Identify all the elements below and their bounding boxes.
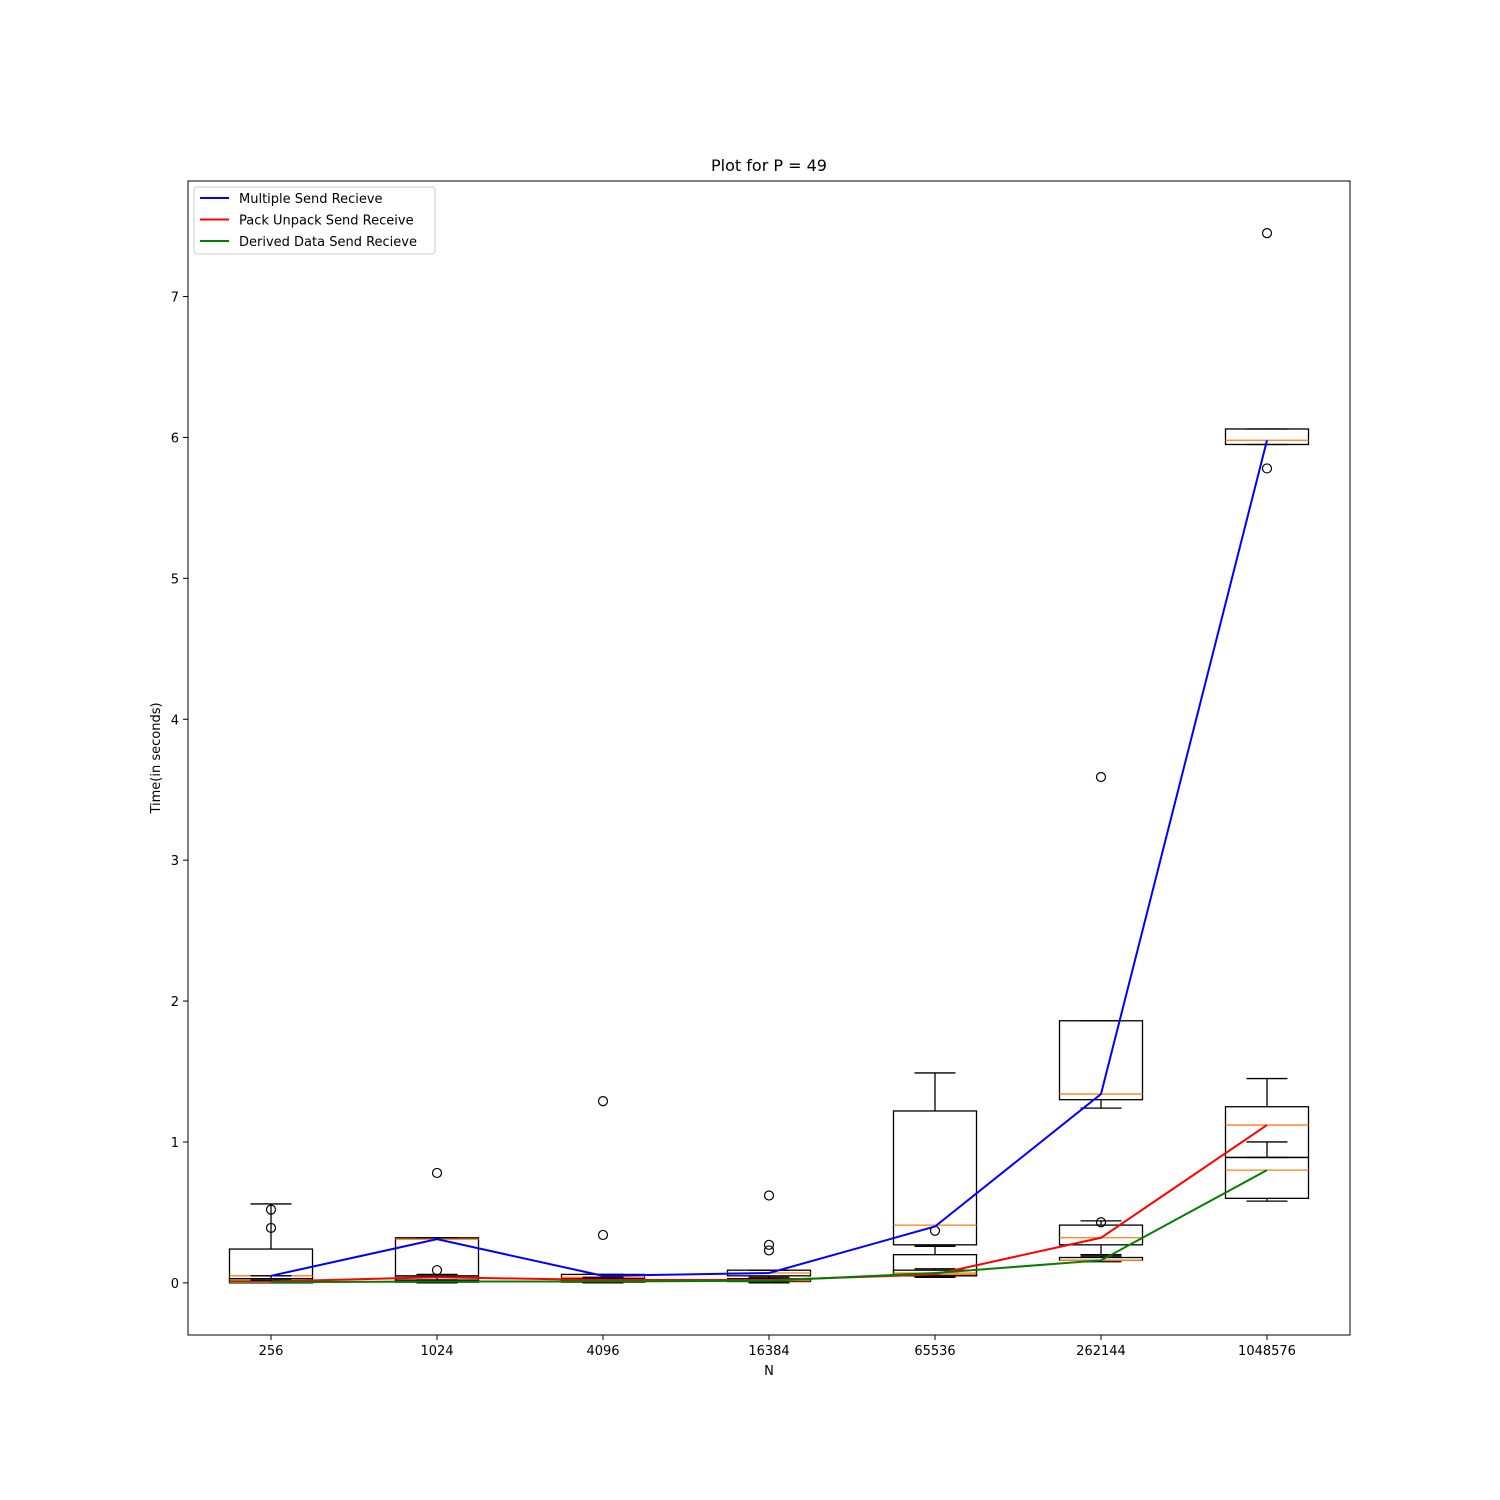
x-axis: 256 1024 4096 16384 65536 262144 1048576	[259, 1335, 1296, 1359]
plot-title: Plot for P = 49	[711, 156, 827, 175]
x-tick-label: 262144	[1076, 1344, 1126, 1359]
box-outlier	[763, 1245, 775, 1256]
x-tick-label: 65536	[914, 1344, 955, 1359]
series-line	[270, 440, 1268, 1277]
box-outlier	[265, 1222, 277, 1234]
x-axis-title: N	[764, 1364, 774, 1379]
y-axis-title: Time(in seconds)	[149, 702, 164, 814]
legend-label: Derived Data Send Recieve	[239, 235, 417, 250]
x-tick-label: 1048576	[1238, 1344, 1296, 1359]
box-group	[1058, 771, 1144, 1109]
y-tick-label: 5	[171, 572, 179, 587]
box-body	[1058, 1020, 1144, 1101]
y-tick-label: 2	[171, 995, 179, 1010]
box-body	[1058, 1224, 1144, 1246]
box-outlier	[763, 1190, 775, 1201]
legend-box	[193, 186, 436, 255]
y-axis: 0 1 2 3 4 5 6 7	[171, 291, 188, 1292]
y-tick-label: 6	[171, 431, 179, 446]
box-group	[892, 1268, 978, 1278]
box-body	[892, 1110, 978, 1246]
box-outlier	[597, 1229, 609, 1241]
box-outlier	[1261, 463, 1273, 474]
x-tick-label: 16384	[748, 1344, 789, 1359]
legend-label: Multiple Send Recieve	[239, 192, 383, 207]
box-group	[892, 1072, 978, 1247]
legend-label: Pack Unpack Send Receive	[239, 214, 414, 229]
box-outlier	[1095, 771, 1107, 783]
x-tick-label: 4096	[586, 1344, 619, 1359]
box-body	[1224, 1156, 1310, 1199]
y-tick-label: 4	[171, 713, 179, 728]
box-outlier	[431, 1167, 443, 1179]
box-outlier	[265, 1204, 277, 1215]
box-outlier	[1095, 1217, 1107, 1228]
series-line	[270, 1169, 1268, 1284]
box-body	[1224, 428, 1310, 446]
box-outlier	[597, 1096, 609, 1107]
legend: Multiple Send Recieve Pack Unpack Send Re…	[193, 186, 436, 255]
box-outlier	[1261, 228, 1273, 239]
y-tick-label: 7	[171, 291, 179, 306]
plot-marks	[228, 228, 1310, 1284]
y-tick-label: 3	[171, 854, 179, 869]
x-tick-label: 256	[259, 1344, 284, 1359]
y-tick-label: 0	[171, 1277, 179, 1292]
box-outlier	[763, 1239, 775, 1250]
y-tick-label: 1	[171, 1136, 179, 1151]
x-tick-label: 1024	[420, 1344, 453, 1359]
